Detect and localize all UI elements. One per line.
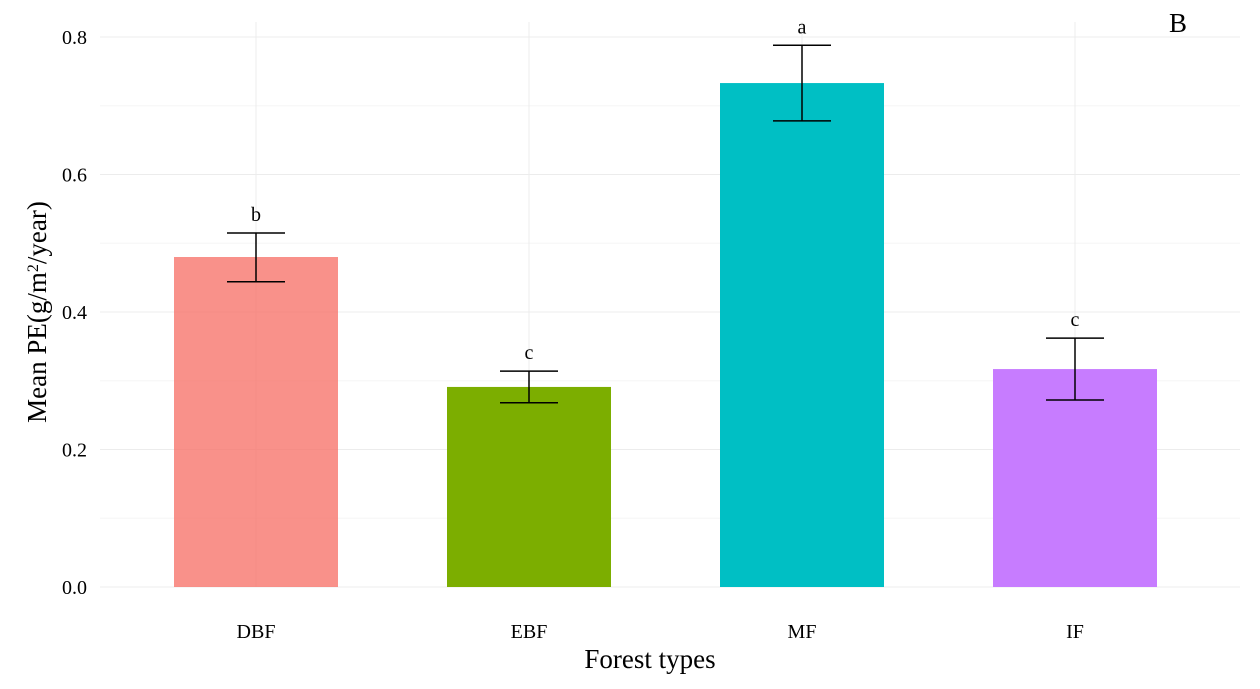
bars-group	[174, 83, 1157, 587]
x-tick-label-mf: MF	[788, 621, 817, 643]
panel-label: B	[1169, 8, 1187, 38]
error-bar-dbf	[227, 232, 285, 283]
error-bars-group	[227, 44, 1104, 404]
error-bar-mf	[773, 44, 831, 122]
y-tick-labels: 0.0 0.2 0.4 0.6 0.8	[62, 27, 87, 599]
y-tick-label: 0.4	[62, 302, 87, 324]
significance-label-if: c	[1071, 309, 1080, 331]
error-bar-ebf	[500, 370, 558, 404]
x-tick-label-ebf: EBF	[511, 621, 548, 643]
x-axis-title: Forest types	[584, 644, 715, 674]
significance-label-mf: a	[798, 16, 807, 38]
bar-mf	[720, 83, 884, 587]
error-bar-if	[1046, 337, 1104, 401]
significance-labels-group: b c a c	[251, 16, 1080, 364]
bar-ebf	[447, 386, 611, 587]
y-axis-title: Mean PE(g/m2/year)	[22, 201, 52, 423]
significance-label-ebf: c	[525, 342, 534, 364]
x-tick-label-if: IF	[1066, 621, 1084, 643]
y-tick-label: 0.6	[62, 165, 87, 187]
y-tick-label: 0.2	[62, 440, 87, 462]
x-tick-label-dbf: DBF	[237, 621, 276, 643]
bar-if	[993, 369, 1157, 587]
y-tick-label: 0.0	[62, 577, 87, 599]
x-tick-labels: DBF EBF MF IF	[237, 621, 1084, 643]
bar-dbf	[174, 257, 338, 587]
significance-label-dbf: b	[251, 204, 261, 226]
y-tick-label: 0.8	[62, 27, 87, 49]
